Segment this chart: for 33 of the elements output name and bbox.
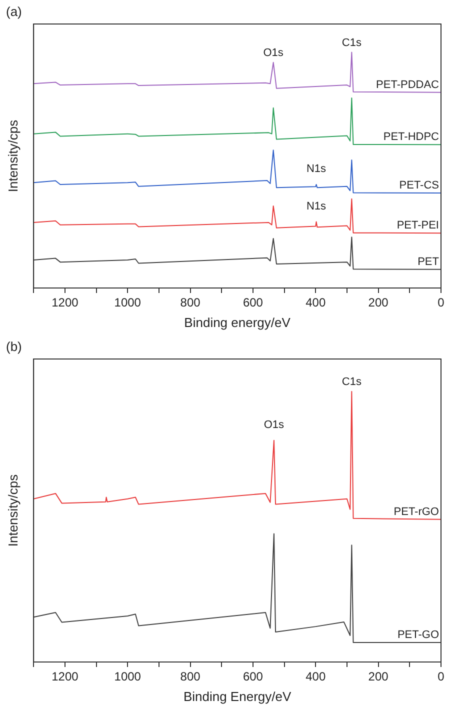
x-tick-label: 1000	[114, 670, 142, 684]
series-label: PET-PEI	[396, 220, 439, 232]
series-label: PET-PDDAC	[376, 78, 440, 91]
series-label: PET-rGO	[394, 506, 440, 518]
series-label: PET	[418, 256, 440, 268]
x-tick-label: 400	[306, 670, 326, 684]
x-tick-label: 200	[368, 670, 389, 684]
x-tick-label: 1000	[114, 296, 142, 310]
x-tick-label: 600	[242, 670, 264, 684]
annotation: O1s	[263, 46, 284, 59]
series-label: PET-GO	[397, 629, 440, 642]
annotation: C1s	[342, 36, 362, 49]
annotation: N1s	[306, 163, 327, 176]
annotation: N1s	[306, 200, 327, 212]
x-tick-label: 200	[368, 296, 389, 310]
x-tick-label: 800	[180, 296, 201, 310]
chart-title: (b)	[6, 339, 22, 354]
x-tick-label: 800	[180, 670, 201, 684]
x-axis-title: Binding energy/eV	[184, 314, 291, 330]
x-tick-label: 1200	[52, 296, 79, 310]
x-tick-label: 400	[306, 296, 326, 310]
series-label: PET-CS	[399, 180, 439, 192]
annotation: C1s	[342, 376, 362, 388]
x-tick-label: 0	[438, 296, 445, 310]
x-tick-label: 600	[242, 296, 264, 310]
series-label: PET-HDPC	[383, 131, 440, 144]
x-axis-title: Binding Energy/eV	[183, 688, 292, 704]
annotation: O1s	[264, 418, 285, 431]
x-tick-label: 1200	[52, 670, 79, 684]
x-tick-label: 0	[438, 670, 445, 684]
chart-title: (a)	[6, 4, 22, 20]
y-axis-title: Intensity/cps	[5, 119, 20, 192]
y-axis-title: Intensity/cps	[5, 474, 20, 547]
